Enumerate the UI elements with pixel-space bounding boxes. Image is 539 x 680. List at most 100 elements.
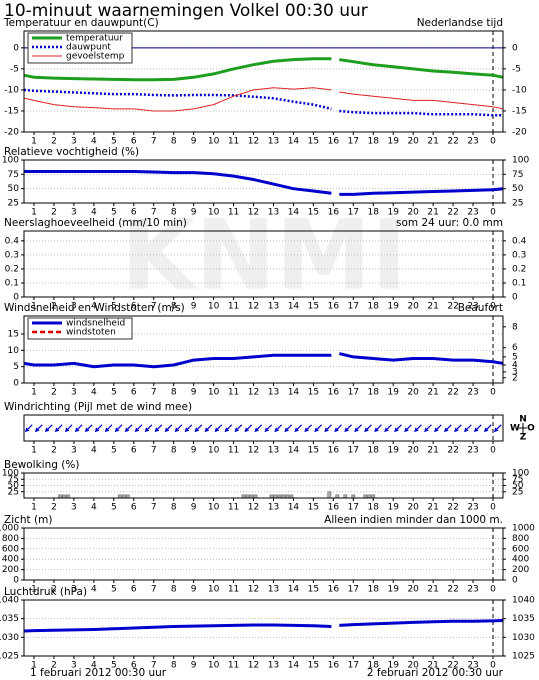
- x-tick-label: 1: [31, 661, 37, 671]
- wind-arrow: [324, 424, 332, 433]
- x-tick-label: 4: [91, 446, 97, 456]
- wind-arrow: [174, 424, 183, 433]
- x-tick-label: 4: [91, 661, 97, 671]
- panel-title: Temperatuur en dauwpunt(C): [3, 17, 159, 29]
- x-tick-label: 9: [191, 503, 197, 513]
- x-tick-label: 22: [447, 137, 458, 147]
- x-tick-label: 13: [268, 585, 279, 595]
- wind-arrow: [64, 424, 73, 433]
- x-tick-label: 10: [208, 503, 220, 513]
- x-tick-label: 21: [427, 302, 438, 312]
- y-tick-label: 100: [2, 156, 19, 166]
- legend-label: windsnelheid: [66, 319, 125, 329]
- x-tick-label: 22: [447, 503, 458, 513]
- wind-arrow: [194, 424, 203, 433]
- x-tick-label: 7: [151, 388, 157, 398]
- wind-arrow: [314, 424, 322, 433]
- x-tick-label: 2: [51, 302, 57, 312]
- x-tick-label: 13: [268, 388, 279, 398]
- y-tick-label: 50: [8, 481, 20, 491]
- x-tick-label: 21: [427, 585, 438, 595]
- x-tick-label: 2: [51, 661, 57, 671]
- x-tick-label: 23: [467, 503, 478, 513]
- plot-frame: [23, 30, 504, 133]
- footer-start: 1 februari 2012 00:30 uur: [30, 667, 167, 679]
- plot-frame: [23, 599, 504, 657]
- y-tick-label-right: 1040: [512, 596, 535, 606]
- x-tick-label: 0: [490, 388, 496, 398]
- legend-label: dauwpunt: [66, 43, 111, 53]
- x-tick-label: 10: [208, 137, 220, 147]
- series-line: [23, 87, 504, 112]
- x-tick-label: 15: [308, 661, 319, 671]
- x-tick-label: 6: [131, 388, 137, 398]
- wind-arrow: [234, 424, 243, 433]
- x-tick-label: 17: [348, 503, 359, 513]
- x-tick-label: 22: [447, 208, 458, 218]
- y-tick-label-right: 600: [512, 544, 529, 554]
- x-tick-label: 17: [348, 585, 359, 595]
- wind-arrow: [444, 424, 452, 433]
- y-tick-label-right: 0: [512, 576, 518, 586]
- x-tick-label: 12: [248, 388, 259, 398]
- x-tick-label: 16: [328, 661, 340, 671]
- panel-title: Neerslaghoeveelheid (mm/10 min): [4, 217, 187, 229]
- y-tick-label-right: 0.1: [512, 278, 526, 288]
- legend-label: windstoten: [66, 328, 116, 338]
- y-tick-label: 0: [13, 43, 19, 53]
- y-tick-label: 0.4: [5, 236, 20, 246]
- x-tick-label: 9: [191, 585, 197, 595]
- x-tick-label: 18: [368, 208, 380, 218]
- wind-arrow: [184, 424, 193, 433]
- x-tick-label: 21: [427, 137, 438, 147]
- x-tick-label: 10: [208, 388, 220, 398]
- x-tick-label: 13: [268, 503, 279, 513]
- y-tick-label-right: -10: [512, 85, 527, 95]
- x-tick-label: 21: [427, 446, 438, 456]
- x-tick-label: 5: [111, 446, 117, 456]
- x-tick-label: 14: [288, 302, 300, 312]
- y-tick-label: 400: [2, 555, 19, 565]
- wind-arrow: [304, 424, 313, 433]
- wind-arrow: [244, 424, 253, 433]
- x-tick-label: 20: [407, 137, 419, 147]
- panel-note: Nederlandse tijd: [417, 17, 503, 29]
- wind-arrow: [144, 424, 153, 433]
- x-tick-label: 19: [388, 446, 400, 456]
- x-tick-label: 1: [31, 137, 37, 147]
- x-tick-label: 14: [288, 661, 300, 671]
- x-tick-label: 8: [171, 446, 177, 456]
- panel-note: som 24 uur: 0.0 mm: [396, 217, 503, 229]
- x-tick-label: 16: [328, 388, 340, 398]
- x-tick-label: 22: [447, 302, 458, 312]
- bar: [327, 491, 332, 499]
- plot-frame: [23, 315, 504, 384]
- x-tick-label: 15: [308, 446, 319, 456]
- x-tick-label: 22: [447, 388, 458, 398]
- y-tick-label: 1025: [0, 652, 19, 662]
- x-tick-label: 14: [288, 446, 300, 456]
- x-tick-label: 5: [111, 208, 117, 218]
- wind-arrow: [74, 424, 83, 433]
- x-tick-label: 9: [191, 137, 197, 147]
- x-tick-label: 3: [71, 661, 77, 671]
- x-tick-label: 5: [111, 503, 117, 513]
- x-tick-label: 19: [388, 208, 400, 218]
- x-tick-label: 7: [151, 585, 157, 595]
- x-tick-label: 12: [248, 661, 259, 671]
- wind-arrow: [94, 424, 103, 433]
- wind-arrow: [224, 424, 233, 433]
- wind-arrow: [134, 424, 143, 433]
- plot-frame: [23, 230, 504, 298]
- x-tick-label: 23: [467, 137, 478, 147]
- x-tick-label: 8: [171, 208, 177, 218]
- series-line: [24, 170, 504, 196]
- x-tick-label: 20: [407, 302, 419, 312]
- x-tick-label: 4: [91, 208, 97, 218]
- x-tick-label: 7: [151, 208, 157, 218]
- wind-arrow: [473, 424, 482, 433]
- y-tick-label: 25: [8, 199, 19, 209]
- x-tick-label: 11: [228, 661, 239, 671]
- x-tick-label: 6: [131, 503, 137, 513]
